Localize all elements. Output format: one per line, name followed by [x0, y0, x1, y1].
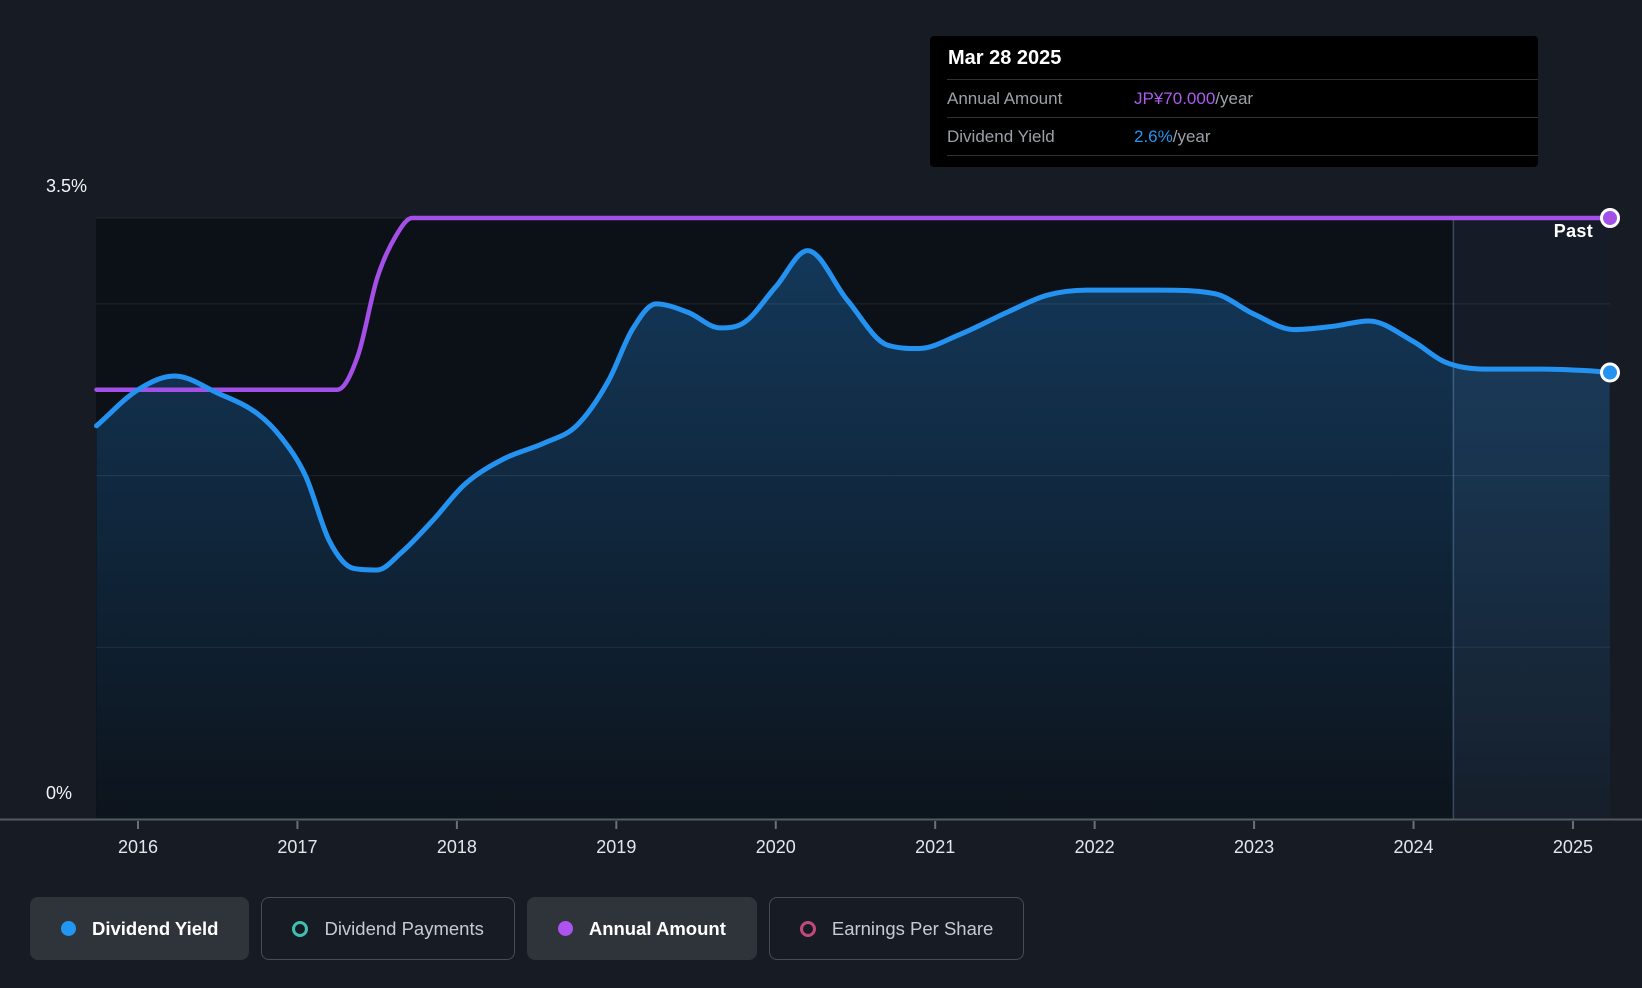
legend-label: Dividend Payments: [324, 917, 484, 939]
tooltip-value-suffix: /year: [1215, 88, 1254, 108]
dividend-yield-dot-icon: [61, 921, 76, 936]
tooltip-date: Mar 28 2025: [948, 47, 1062, 69]
dividend-yield-area: [96, 250, 1610, 820]
earnings-per-share-ring-icon: [799, 920, 816, 937]
x-tick-label: 2024: [1393, 837, 1433, 857]
x-tick-label: 2025: [1553, 837, 1593, 857]
tooltip-row-dividend-yield: Dividend Yield 2.6% /year: [947, 117, 1538, 155]
x-tick-label: 2017: [277, 837, 317, 857]
legend-label: Dividend Yield: [92, 917, 219, 939]
annual-amount-dot-icon: [557, 921, 573, 936]
legend-label: Earnings Per Share: [831, 917, 994, 939]
x-tick-label: 2019: [596, 837, 636, 857]
x-tick-label: 2018: [437, 837, 477, 857]
dividend-yield-end-marker: [1600, 362, 1620, 383]
annual-amount-end-marker: [1600, 208, 1620, 228]
annual-amount-line: [94, 215, 1612, 392]
past-region-band: [1453, 219, 1610, 819]
y-axis-min-label: 0%: [46, 783, 73, 803]
x-tick-label: 2023: [1234, 837, 1274, 857]
tooltip-value: 2.6%: [1134, 126, 1173, 146]
x-tick-label: 2020: [756, 837, 796, 857]
legend-toggle-dividend-yield[interactable]: Dividend Yield: [30, 897, 250, 960]
legend-toggle-annual-amount[interactable]: Annual Amount: [526, 897, 757, 960]
tooltip-divider: [947, 155, 1538, 156]
dividend-payments-ring-icon: [292, 920, 309, 937]
legend-toggle-dividend-payments[interactable]: Dividend Payments: [261, 897, 515, 960]
tooltip-row-annual-amount: Annual Amount JP¥70.000 /year: [947, 79, 1538, 117]
tooltip-label: Annual Amount: [947, 88, 1063, 108]
legend-label: Annual Amount: [588, 917, 726, 939]
dividend-yield-line: [94, 248, 1613, 573]
x-tick-label: 2016: [118, 837, 158, 857]
past-region-label: Past: [1553, 221, 1593, 241]
chart-legend: Dividend Yield Dividend Payments Annual …: [30, 897, 1025, 960]
legend-toggle-earnings-per-share[interactable]: Earnings Per Share: [768, 897, 1025, 960]
tooltip-value-suffix: /year: [1172, 126, 1211, 146]
chart-tooltip: Mar 28 2025 Annual Amount JP¥70.000 /yea…: [930, 36, 1538, 167]
x-tick-label: 2021: [915, 837, 955, 857]
y-axis-max-label: 3.5%: [46, 176, 88, 196]
tooltip-label: Dividend Yield: [947, 126, 1055, 146]
x-tick-label: 2022: [1075, 837, 1115, 857]
tooltip-value: JP¥70.000: [1134, 88, 1216, 108]
